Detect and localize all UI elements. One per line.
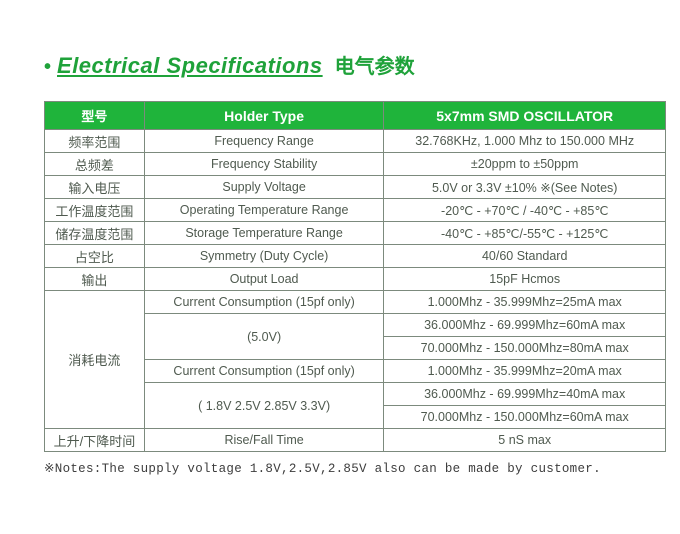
notes-line: ※Notes:The supply voltage 1.8V,2.5V,2.85…	[44, 460, 650, 476]
cell-val: ±20ppm to ±50ppm	[384, 153, 666, 176]
cell-cn: 消耗电流	[45, 291, 145, 429]
cell-mid: ( 1.8V 2.5V 2.85V 3.3V)	[144, 383, 384, 429]
cell-cn: 输入电压	[45, 176, 145, 199]
cell-mid: (5.0V)	[144, 314, 384, 360]
header-col3: 5x7mm SMD OSCILLATOR	[384, 102, 666, 130]
cell-mid: Storage Temperature Range	[144, 222, 384, 245]
cell-mid: Symmetry (Duty Cycle)	[144, 245, 384, 268]
title-chinese: 电气参数	[335, 50, 415, 79]
title-bullet: •	[44, 56, 51, 79]
cell-mid: Supply Voltage	[144, 176, 384, 199]
notes-label: ※Notes:	[44, 462, 102, 476]
table-row: 占空比Symmetry (Duty Cycle)40/60 Standard	[45, 245, 666, 268]
table-row: 工作温度范围Operating Temperature Range-20℃ - …	[45, 199, 666, 222]
cell-mid: Current Consumption (15pf only)	[144, 360, 384, 383]
cell-cn: 总频差	[45, 153, 145, 176]
cell-mid: Rise/Fall Time	[144, 429, 384, 452]
cell-val: 5.0V or 3.3V ±10% ※(See Notes)	[384, 176, 666, 199]
header-col2: Holder Type	[144, 102, 384, 130]
table-row: 输出Output Load15pF Hcmos	[45, 268, 666, 291]
cell-mid: Operating Temperature Range	[144, 199, 384, 222]
cell-val: 5 nS max	[384, 429, 666, 452]
table-row: 总频差Frequency Stability±20ppm to ±50ppm	[45, 153, 666, 176]
spec-table: 型号 Holder Type 5x7mm SMD OSCILLATOR 频率范围…	[44, 101, 666, 452]
cell-cn: 上升/下降时间	[45, 429, 145, 452]
cell-cn: 储存温度范围	[45, 222, 145, 245]
cell-val: 40/60 Standard	[384, 245, 666, 268]
cell-val: 36.000Mhz - 69.999Mhz=60mA max	[384, 314, 666, 337]
cell-cn: 占空比	[45, 245, 145, 268]
title-english: Electrical Specifications	[57, 53, 323, 79]
cell-val: 1.000Mhz - 35.999Mhz=25mA max	[384, 291, 666, 314]
table-row: 频率范围Frequency Range32.768KHz, 1.000 Mhz …	[45, 130, 666, 153]
header-col1: 型号	[45, 102, 145, 130]
cell-mid: Output Load	[144, 268, 384, 291]
cell-mid: Frequency Range	[144, 130, 384, 153]
cell-val: 32.768KHz, 1.000 Mhz to 150.000 MHz	[384, 130, 666, 153]
table-row: 消耗电流Current Consumption (15pf only)1.000…	[45, 291, 666, 314]
table-row: 上升/下降时间Rise/Fall Time5 nS max	[45, 429, 666, 452]
cell-val: 70.000Mhz - 150.000Mhz=60mA max	[384, 406, 666, 429]
cell-val: -40℃ - +85℃/-55℃ - +125℃	[384, 222, 666, 245]
cell-mid: Current Consumption (15pf only)	[144, 291, 384, 314]
cell-val: 36.000Mhz - 69.999Mhz=40mA max	[384, 383, 666, 406]
cell-val: 1.000Mhz - 35.999Mhz=20mA max	[384, 360, 666, 383]
cell-cn: 频率范围	[45, 130, 145, 153]
table-header-row: 型号 Holder Type 5x7mm SMD OSCILLATOR	[45, 102, 666, 130]
table-row: 输入电压Supply Voltage5.0V or 3.3V ±10% ※(Se…	[45, 176, 666, 199]
notes-text: The supply voltage 1.8V,2.5V,2.85V also …	[102, 462, 601, 476]
section-title: • Electrical Specifications 电气参数	[44, 50, 650, 79]
cell-mid: Frequency Stability	[144, 153, 384, 176]
table-row: 储存温度范围Storage Temperature Range-40℃ - +8…	[45, 222, 666, 245]
cell-val: 70.000Mhz - 150.000Mhz=80mA max	[384, 337, 666, 360]
cell-val: -20℃ - +70℃ / -40℃ - +85℃	[384, 199, 666, 222]
cell-cn: 输出	[45, 268, 145, 291]
cell-val: 15pF Hcmos	[384, 268, 666, 291]
cell-cn: 工作温度范围	[45, 199, 145, 222]
